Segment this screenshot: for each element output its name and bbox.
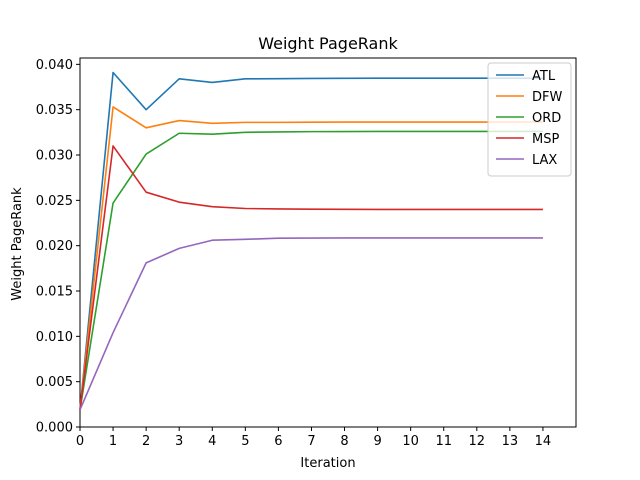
chart-title: Weight PageRank [258, 34, 398, 53]
y-tick-label: 0.005 [36, 375, 73, 390]
x-tick-label: 10 [402, 434, 419, 449]
x-tick-label: 13 [502, 434, 519, 449]
legend-label-lax: LAX [532, 153, 557, 168]
x-tick-label: 12 [469, 434, 486, 449]
x-tick-label: 5 [241, 434, 249, 449]
legend-label-dfw: DFW [532, 90, 562, 105]
x-axis: 0 1 2 3 4 5 6 7 8 9 10 11 12 13 14 [76, 427, 551, 449]
x-tick-label: 4 [208, 434, 216, 449]
y-axis: 0.000 0.005 0.010 0.015 0.020 0.025 0.030 0.035… [36, 58, 80, 436]
x-tick-label: 1 [109, 434, 117, 449]
legend-label-atl: ATL [532, 69, 556, 84]
x-tick-label: 14 [535, 434, 552, 449]
series-lines [79, 71, 543, 411]
legend-label-ord: ORD [532, 111, 561, 126]
x-tick-label: 7 [307, 434, 315, 449]
legend-box [487, 62, 572, 177]
plot-area [79, 57, 577, 428]
legend-label-msp: MSP [532, 132, 559, 147]
x-tick-label: 11 [435, 434, 452, 449]
series-line-ord [79, 130, 543, 410]
series-line-dfw [79, 106, 543, 410]
legend: ATL DFW ORD MSP LAX [487, 62, 572, 177]
y-tick-label: 0.040 [36, 58, 73, 73]
y-tick-label: 0.015 [36, 285, 73, 300]
y-tick-label: 0.030 [36, 149, 73, 164]
x-tick-label: 8 [340, 434, 348, 449]
x-tick-label: 2 [142, 434, 150, 449]
series-line-lax [79, 237, 543, 411]
x-tick-label: 9 [373, 434, 381, 449]
y-tick-label: 0.010 [36, 330, 73, 345]
y-tick-label: 0.025 [36, 194, 73, 209]
y-axis-label: Weight PageRank [10, 187, 25, 301]
x-tick-label: 6 [274, 434, 282, 449]
x-tick-label: 0 [76, 434, 84, 449]
y-tick-label: 0.000 [36, 421, 73, 436]
y-tick-label: 0.020 [36, 239, 73, 254]
series-line-msp [79, 145, 543, 410]
y-tick-label: 0.035 [36, 103, 73, 118]
series-line-atl [79, 71, 543, 410]
x-axis-label: Iteration [300, 456, 355, 471]
x-tick-label: 3 [175, 434, 183, 449]
